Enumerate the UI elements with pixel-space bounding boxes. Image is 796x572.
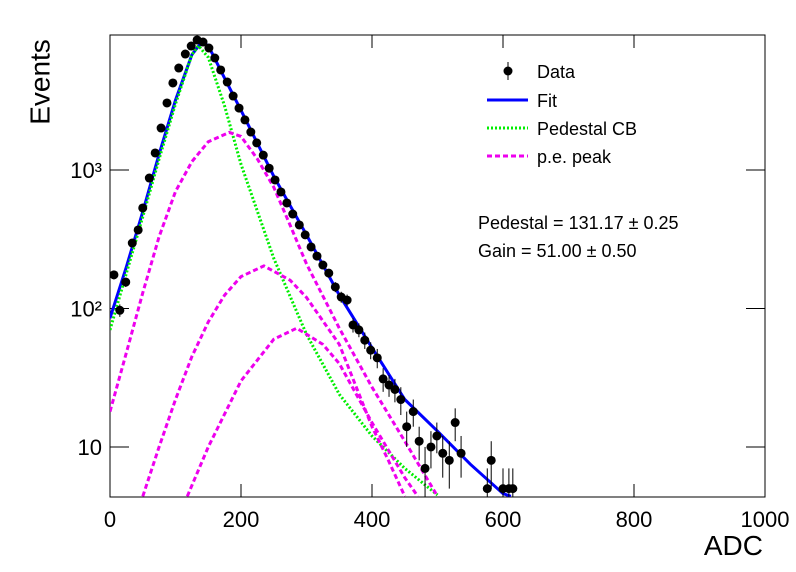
y-tick-label: 10² bbox=[70, 296, 102, 321]
data-point bbox=[348, 320, 358, 330]
data-point bbox=[420, 463, 430, 473]
data-point bbox=[144, 173, 154, 183]
y-tick-label: 10 bbox=[78, 435, 102, 460]
data-point bbox=[276, 187, 286, 197]
data-point bbox=[198, 37, 208, 47]
legend-label: Data bbox=[537, 62, 576, 82]
y-tick-label: 10³ bbox=[70, 158, 102, 183]
data-point bbox=[110, 270, 119, 280]
data-point bbox=[180, 49, 190, 59]
data-point bbox=[486, 455, 496, 465]
data-point bbox=[456, 448, 466, 458]
annotation: Gain = 51.00 ± 0.50 bbox=[478, 241, 637, 261]
x-tick-label: 800 bbox=[616, 507, 653, 532]
data-point bbox=[174, 63, 184, 73]
data-point bbox=[300, 230, 310, 240]
data-point bbox=[306, 242, 316, 252]
legend-marker bbox=[503, 66, 513, 76]
data-point bbox=[312, 251, 322, 261]
data-point bbox=[150, 148, 160, 158]
data-point bbox=[228, 91, 238, 101]
plot-frame bbox=[109, 34, 766, 498]
data-point bbox=[222, 77, 232, 87]
data-point bbox=[450, 418, 460, 428]
data-point bbox=[210, 53, 220, 63]
data-point bbox=[330, 282, 340, 292]
data-point bbox=[432, 431, 442, 441]
legend-label: Fit bbox=[537, 91, 557, 111]
fit-curve bbox=[110, 130, 439, 497]
data-point bbox=[354, 325, 364, 335]
x-tick-label: 1000 bbox=[741, 507, 790, 532]
data-point bbox=[234, 103, 244, 113]
data-point bbox=[264, 163, 274, 173]
data-point bbox=[372, 353, 382, 363]
data-point bbox=[258, 150, 268, 160]
data-point bbox=[438, 448, 448, 458]
fit-curve bbox=[185, 326, 420, 497]
x-tick-label: 0 bbox=[104, 507, 116, 532]
data-point bbox=[133, 225, 143, 235]
data-point bbox=[444, 455, 454, 465]
data-point bbox=[156, 123, 166, 133]
data-point bbox=[138, 203, 148, 213]
data-point bbox=[240, 115, 250, 125]
x-tick-label: 400 bbox=[354, 507, 391, 532]
data-point bbox=[414, 436, 424, 446]
data-point bbox=[127, 238, 137, 248]
data-point bbox=[270, 175, 280, 185]
data-point bbox=[216, 65, 226, 75]
data-point bbox=[204, 43, 214, 53]
data-point bbox=[508, 484, 518, 494]
data-point bbox=[408, 407, 418, 417]
data-point bbox=[318, 260, 328, 270]
y-axis-label: Events bbox=[24, 39, 55, 125]
data-point bbox=[324, 268, 334, 278]
annotation: Pedestal = 131.17 ± 0.25 bbox=[478, 213, 679, 233]
data-point bbox=[294, 220, 304, 230]
x-tick-label: 600 bbox=[485, 507, 522, 532]
data-point bbox=[360, 335, 370, 345]
x-axis-label: ADC bbox=[704, 530, 763, 561]
x-tick-label: 200 bbox=[223, 507, 260, 532]
data-point bbox=[121, 277, 131, 287]
data-point bbox=[402, 422, 412, 432]
legend-label: p.e. peak bbox=[537, 147, 612, 167]
data-point bbox=[282, 198, 292, 208]
data-point bbox=[288, 209, 298, 219]
data-point bbox=[162, 98, 172, 108]
data-point bbox=[115, 305, 125, 315]
data-point bbox=[366, 345, 376, 355]
data-point bbox=[390, 384, 400, 394]
legend-label: Pedestal CB bbox=[537, 119, 637, 139]
data-point bbox=[342, 295, 352, 305]
data-point bbox=[252, 138, 262, 148]
data-point bbox=[396, 395, 406, 405]
data-point bbox=[482, 484, 492, 494]
data-point bbox=[186, 41, 196, 51]
data-point bbox=[168, 78, 178, 88]
data-point bbox=[246, 127, 256, 137]
fit-curve bbox=[141, 264, 407, 497]
plot-area bbox=[110, 35, 518, 497]
data-point bbox=[378, 374, 388, 384]
data-point bbox=[426, 442, 436, 452]
